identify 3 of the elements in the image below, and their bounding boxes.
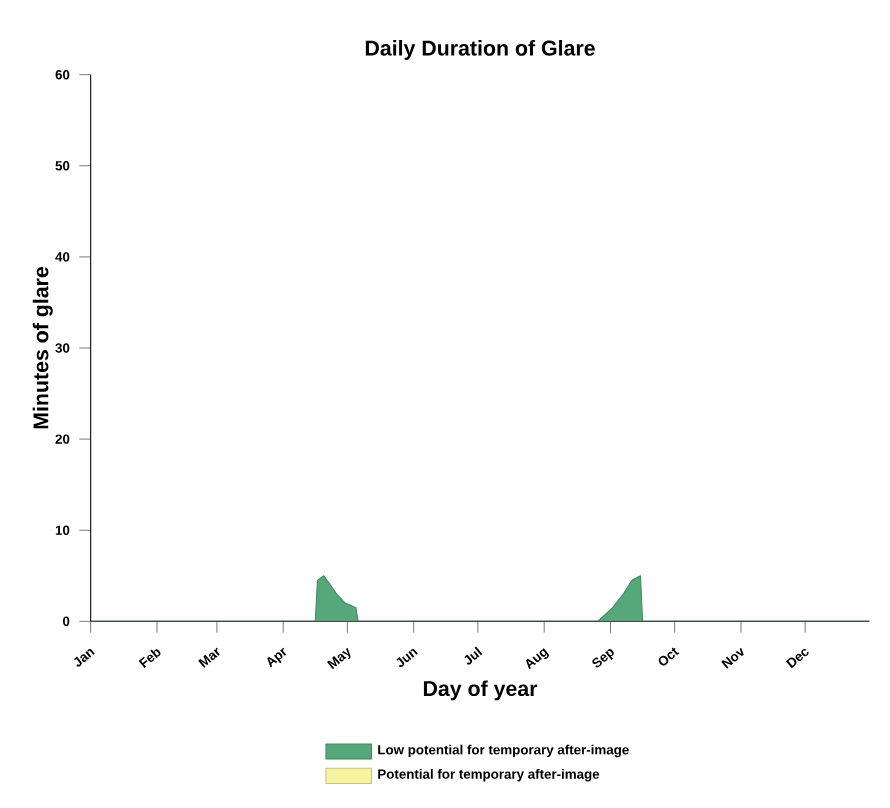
chart-title: Daily Duration of Glare <box>365 40 595 60</box>
y-axis-title: Minutes of glare <box>32 266 53 429</box>
x-axis-title: Day of year <box>423 680 538 701</box>
